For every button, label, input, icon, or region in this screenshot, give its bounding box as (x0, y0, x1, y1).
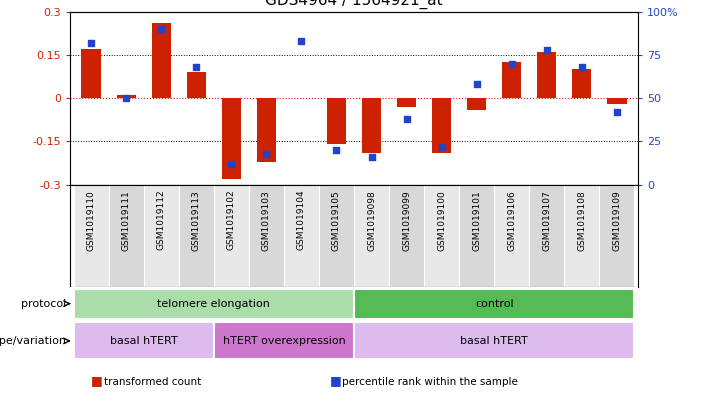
Bar (354, 288, 634, 319)
Point (576, 64, 587, 70)
Bar (284, 185, 319, 287)
Text: GSM1019102: GSM1019102 (227, 190, 236, 250)
Point (541, 47, 552, 53)
Point (331, 147, 342, 153)
Text: ■: ■ (329, 374, 341, 387)
Text: basal hTERT: basal hTERT (110, 336, 177, 346)
Bar (257, 98, 276, 162)
Bar (144, 185, 179, 287)
Text: GSM1019113: GSM1019113 (192, 190, 200, 251)
Bar (572, 70, 592, 98)
Text: GSM1019098: GSM1019098 (367, 190, 376, 251)
Text: transformed count: transformed count (104, 377, 201, 387)
Point (121, 95, 132, 101)
Bar (494, 185, 529, 287)
Text: GSM1019112: GSM1019112 (157, 190, 165, 250)
Text: genotype/variation: genotype/variation (0, 336, 67, 346)
Text: GSM1019105: GSM1019105 (332, 190, 341, 251)
Text: hTERT overexpression: hTERT overexpression (222, 336, 346, 346)
Bar (222, 98, 241, 179)
Bar (397, 98, 416, 107)
Text: percentile rank within the sample: percentile rank within the sample (342, 377, 518, 387)
Text: GSM1019107: GSM1019107 (543, 190, 551, 251)
Text: GSM1019111: GSM1019111 (122, 190, 130, 251)
Text: GSM1019109: GSM1019109 (613, 190, 621, 251)
Bar (389, 185, 424, 287)
Bar (467, 98, 486, 110)
Bar (81, 49, 101, 98)
Bar (186, 72, 206, 98)
Text: GSM1019104: GSM1019104 (297, 190, 306, 250)
Bar (537, 52, 557, 98)
Bar (74, 185, 109, 287)
Text: protocol: protocol (21, 299, 67, 309)
Point (86, 40, 97, 46)
Bar (214, 322, 354, 360)
Text: GSM1019100: GSM1019100 (437, 190, 446, 251)
Text: telomere elongation: telomere elongation (157, 299, 271, 309)
Bar (151, 23, 171, 98)
Point (156, 26, 167, 32)
Text: GSM1019106: GSM1019106 (508, 190, 516, 251)
Bar (327, 98, 346, 144)
Text: control: control (475, 299, 514, 309)
Bar (319, 185, 354, 287)
Point (226, 161, 237, 167)
Bar (249, 185, 284, 287)
Bar (564, 185, 599, 287)
Point (401, 116, 412, 122)
Text: basal hTERT: basal hTERT (461, 336, 528, 346)
Bar (354, 185, 389, 287)
Bar (354, 322, 634, 360)
Bar (607, 98, 627, 104)
Title: GDS4964 / 1564921_at: GDS4964 / 1564921_at (265, 0, 443, 9)
Bar (502, 62, 522, 98)
Bar (459, 185, 494, 287)
Text: GSM1019110: GSM1019110 (87, 190, 95, 251)
Point (191, 64, 202, 70)
Point (296, 38, 307, 44)
Point (436, 143, 447, 150)
Bar (116, 95, 136, 98)
Text: GSM1019099: GSM1019099 (402, 190, 411, 251)
Point (506, 61, 517, 67)
Bar (362, 98, 381, 153)
Text: GSM1019101: GSM1019101 (472, 190, 481, 251)
Bar (599, 185, 634, 287)
Bar (74, 288, 354, 319)
Text: GSM1019103: GSM1019103 (262, 190, 271, 251)
Bar (74, 322, 214, 360)
Bar (214, 185, 249, 287)
Bar (424, 185, 459, 287)
Bar (179, 185, 214, 287)
Point (366, 154, 377, 160)
Bar (109, 185, 144, 287)
Point (611, 109, 622, 115)
Bar (432, 98, 451, 153)
Bar (529, 185, 564, 287)
Text: GSM1019108: GSM1019108 (578, 190, 586, 251)
Point (261, 151, 272, 157)
Text: ■: ■ (91, 374, 103, 387)
Point (471, 81, 482, 88)
